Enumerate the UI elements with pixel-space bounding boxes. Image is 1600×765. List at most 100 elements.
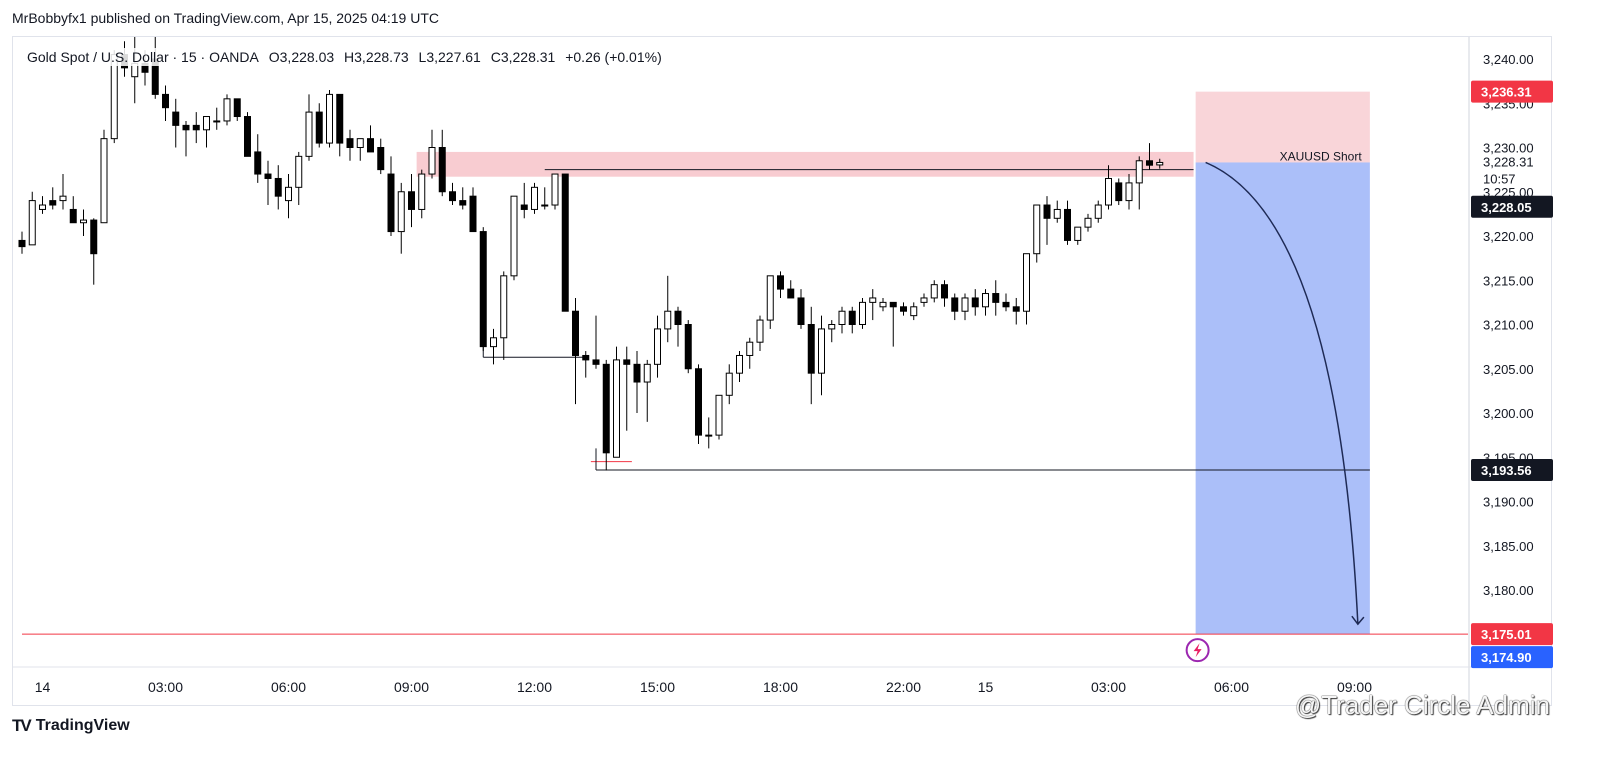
candle bbox=[520, 182, 528, 219]
candle bbox=[510, 195, 518, 281]
candle bbox=[1074, 226, 1082, 245]
candle bbox=[828, 320, 836, 343]
y-tick-label: 3,180.00 bbox=[1483, 583, 1534, 598]
candle bbox=[397, 182, 405, 254]
candle-body bbox=[469, 195, 477, 233]
candle bbox=[807, 306, 815, 405]
candle bbox=[1033, 204, 1041, 263]
candle bbox=[326, 89, 333, 148]
candle bbox=[469, 187, 477, 233]
candle-body bbox=[961, 297, 969, 312]
candle bbox=[233, 98, 241, 121]
candle bbox=[80, 209, 87, 236]
candle bbox=[531, 182, 538, 214]
price-badge-label: 3,193.56 bbox=[1481, 463, 1532, 478]
x-tick-label: 06:00 bbox=[1214, 679, 1249, 695]
candle bbox=[203, 116, 210, 148]
candle-body bbox=[315, 111, 323, 144]
x-tick-label: 09:00 bbox=[394, 679, 429, 695]
candle-body bbox=[1064, 208, 1071, 241]
chart-frame[interactable]: XAUUSD Short3,175.003,180.003,185.003,19… bbox=[12, 36, 1553, 707]
candle-body bbox=[18, 239, 26, 248]
candle bbox=[797, 289, 805, 329]
candle bbox=[1146, 143, 1153, 170]
candle bbox=[900, 302, 907, 316]
y-tick-label: 3,190.00 bbox=[1483, 495, 1534, 510]
candle-body bbox=[285, 186, 292, 202]
candle-body bbox=[633, 363, 641, 383]
candle-body bbox=[828, 324, 836, 330]
candle bbox=[418, 169, 426, 219]
candle bbox=[746, 337, 754, 369]
candle bbox=[387, 156, 395, 236]
candle-body bbox=[838, 310, 846, 326]
candle bbox=[1115, 178, 1123, 206]
candle bbox=[736, 351, 743, 383]
symbol-legend: Gold Spot / U.S. Dollar · 15 · OANDA O3,… bbox=[24, 48, 671, 66]
candle bbox=[695, 364, 702, 444]
watermark: @Trader Circle Admin bbox=[1294, 690, 1550, 720]
candle-body bbox=[592, 359, 600, 365]
candle bbox=[172, 98, 180, 148]
candle bbox=[428, 129, 436, 179]
y-tick-label: 3,230.00 bbox=[1483, 141, 1534, 156]
candle-body bbox=[80, 219, 87, 224]
x-tick-label: 14 bbox=[35, 679, 51, 695]
candle-body bbox=[510, 195, 518, 277]
candle-body bbox=[1105, 177, 1112, 206]
candle-body bbox=[602, 363, 610, 454]
candle-body bbox=[172, 111, 180, 126]
candle-body bbox=[1002, 301, 1010, 308]
candle-body bbox=[1053, 208, 1061, 219]
tradingview-logo[interactable]: TV TradingView bbox=[12, 716, 130, 736]
candle bbox=[561, 173, 569, 312]
candle-body bbox=[295, 155, 303, 188]
price-badge bbox=[1471, 458, 1553, 481]
y-tick-label: 3,205.00 bbox=[1483, 362, 1534, 377]
candle-body bbox=[859, 301, 866, 325]
candle-body bbox=[746, 341, 754, 356]
candle bbox=[100, 129, 108, 224]
candle bbox=[28, 191, 36, 246]
candle bbox=[1043, 196, 1051, 245]
candle-body bbox=[736, 354, 743, 374]
y-tick-label: 3,240.00 bbox=[1483, 52, 1534, 67]
candle bbox=[315, 103, 323, 148]
candle bbox=[151, 37, 159, 99]
candle-body bbox=[1135, 160, 1143, 184]
candle-body bbox=[326, 93, 333, 144]
candle bbox=[346, 129, 354, 161]
candle bbox=[654, 315, 661, 378]
y-tick-label: 3,220.00 bbox=[1483, 229, 1534, 244]
candle bbox=[1012, 297, 1020, 325]
x-tick-label: 18:00 bbox=[763, 679, 798, 695]
candle bbox=[951, 293, 959, 321]
candle-body bbox=[715, 394, 723, 436]
candle-body bbox=[766, 275, 774, 321]
candle bbox=[674, 306, 682, 347]
candle-body bbox=[582, 354, 590, 361]
candle-body bbox=[244, 116, 251, 157]
candle-body bbox=[90, 219, 98, 255]
x-tick-label: 12:00 bbox=[517, 679, 552, 695]
candle bbox=[633, 351, 641, 413]
candle bbox=[551, 173, 559, 210]
candle-body bbox=[418, 173, 426, 210]
candle-body bbox=[490, 337, 497, 348]
candle bbox=[254, 134, 262, 183]
candle bbox=[869, 289, 877, 321]
candle-body bbox=[59, 195, 67, 202]
candle bbox=[889, 301, 897, 347]
candle-body bbox=[613, 359, 620, 458]
candle-body bbox=[982, 293, 989, 308]
candle-body bbox=[551, 173, 559, 206]
price-chart[interactable]: XAUUSD Short3,175.003,180.003,185.003,19… bbox=[13, 37, 1553, 707]
candle-body bbox=[254, 151, 262, 175]
candle-body bbox=[705, 434, 713, 437]
x-tick-label: 15:00 bbox=[640, 679, 675, 695]
candle-body bbox=[531, 186, 538, 210]
candle bbox=[725, 364, 733, 405]
candle bbox=[500, 271, 508, 360]
candle-body bbox=[654, 328, 661, 365]
candle-body bbox=[971, 297, 979, 308]
